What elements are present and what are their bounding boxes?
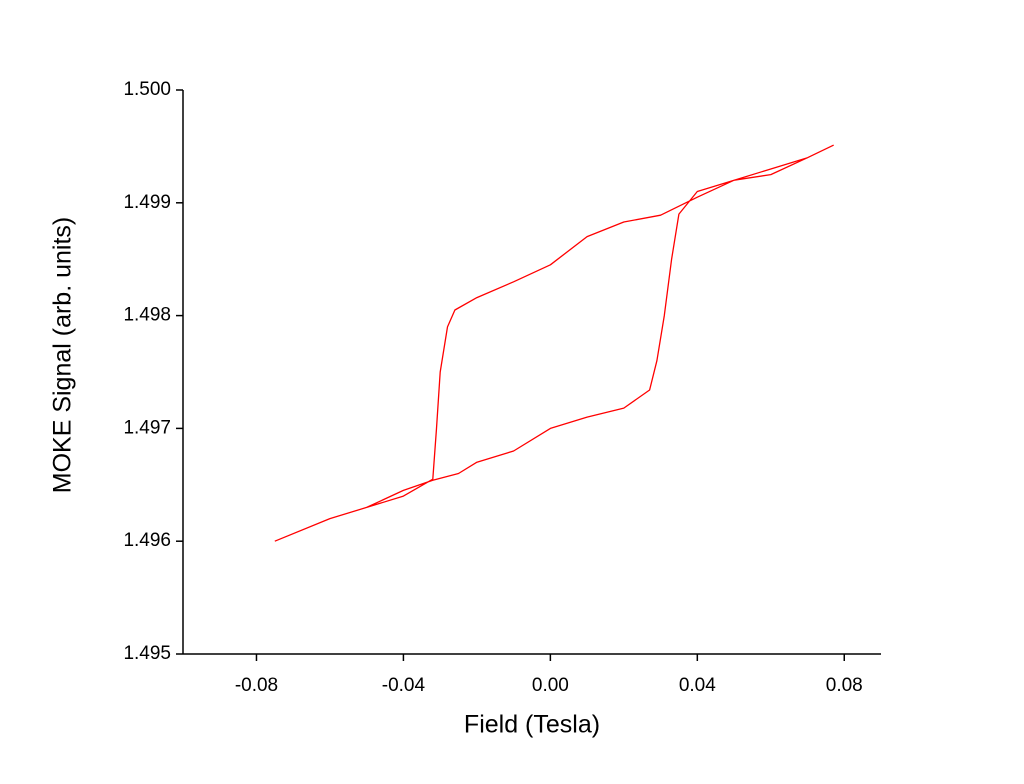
- y-tick-label: 1.495: [123, 643, 171, 664]
- y-tick-label: 1.497: [123, 417, 171, 438]
- x-tick-label: 0.08: [826, 675, 863, 696]
- x-tick-label: 0.04: [679, 675, 716, 696]
- x-axis-title: Field (Tesla): [464, 711, 600, 739]
- y-axis-title: MOKE Signal (arb. units): [49, 217, 77, 494]
- x-tick-label: -0.04: [382, 675, 426, 696]
- y-tick-label: 1.496: [123, 530, 171, 551]
- y-tick-label: 1.498: [123, 305, 171, 326]
- y-tick-label: 1.499: [123, 192, 171, 213]
- x-tick-label: 0.00: [532, 675, 569, 696]
- data-line: [274, 144, 834, 542]
- y-tick-label: 1.500: [123, 79, 171, 100]
- x-tick-label: -0.08: [235, 675, 278, 696]
